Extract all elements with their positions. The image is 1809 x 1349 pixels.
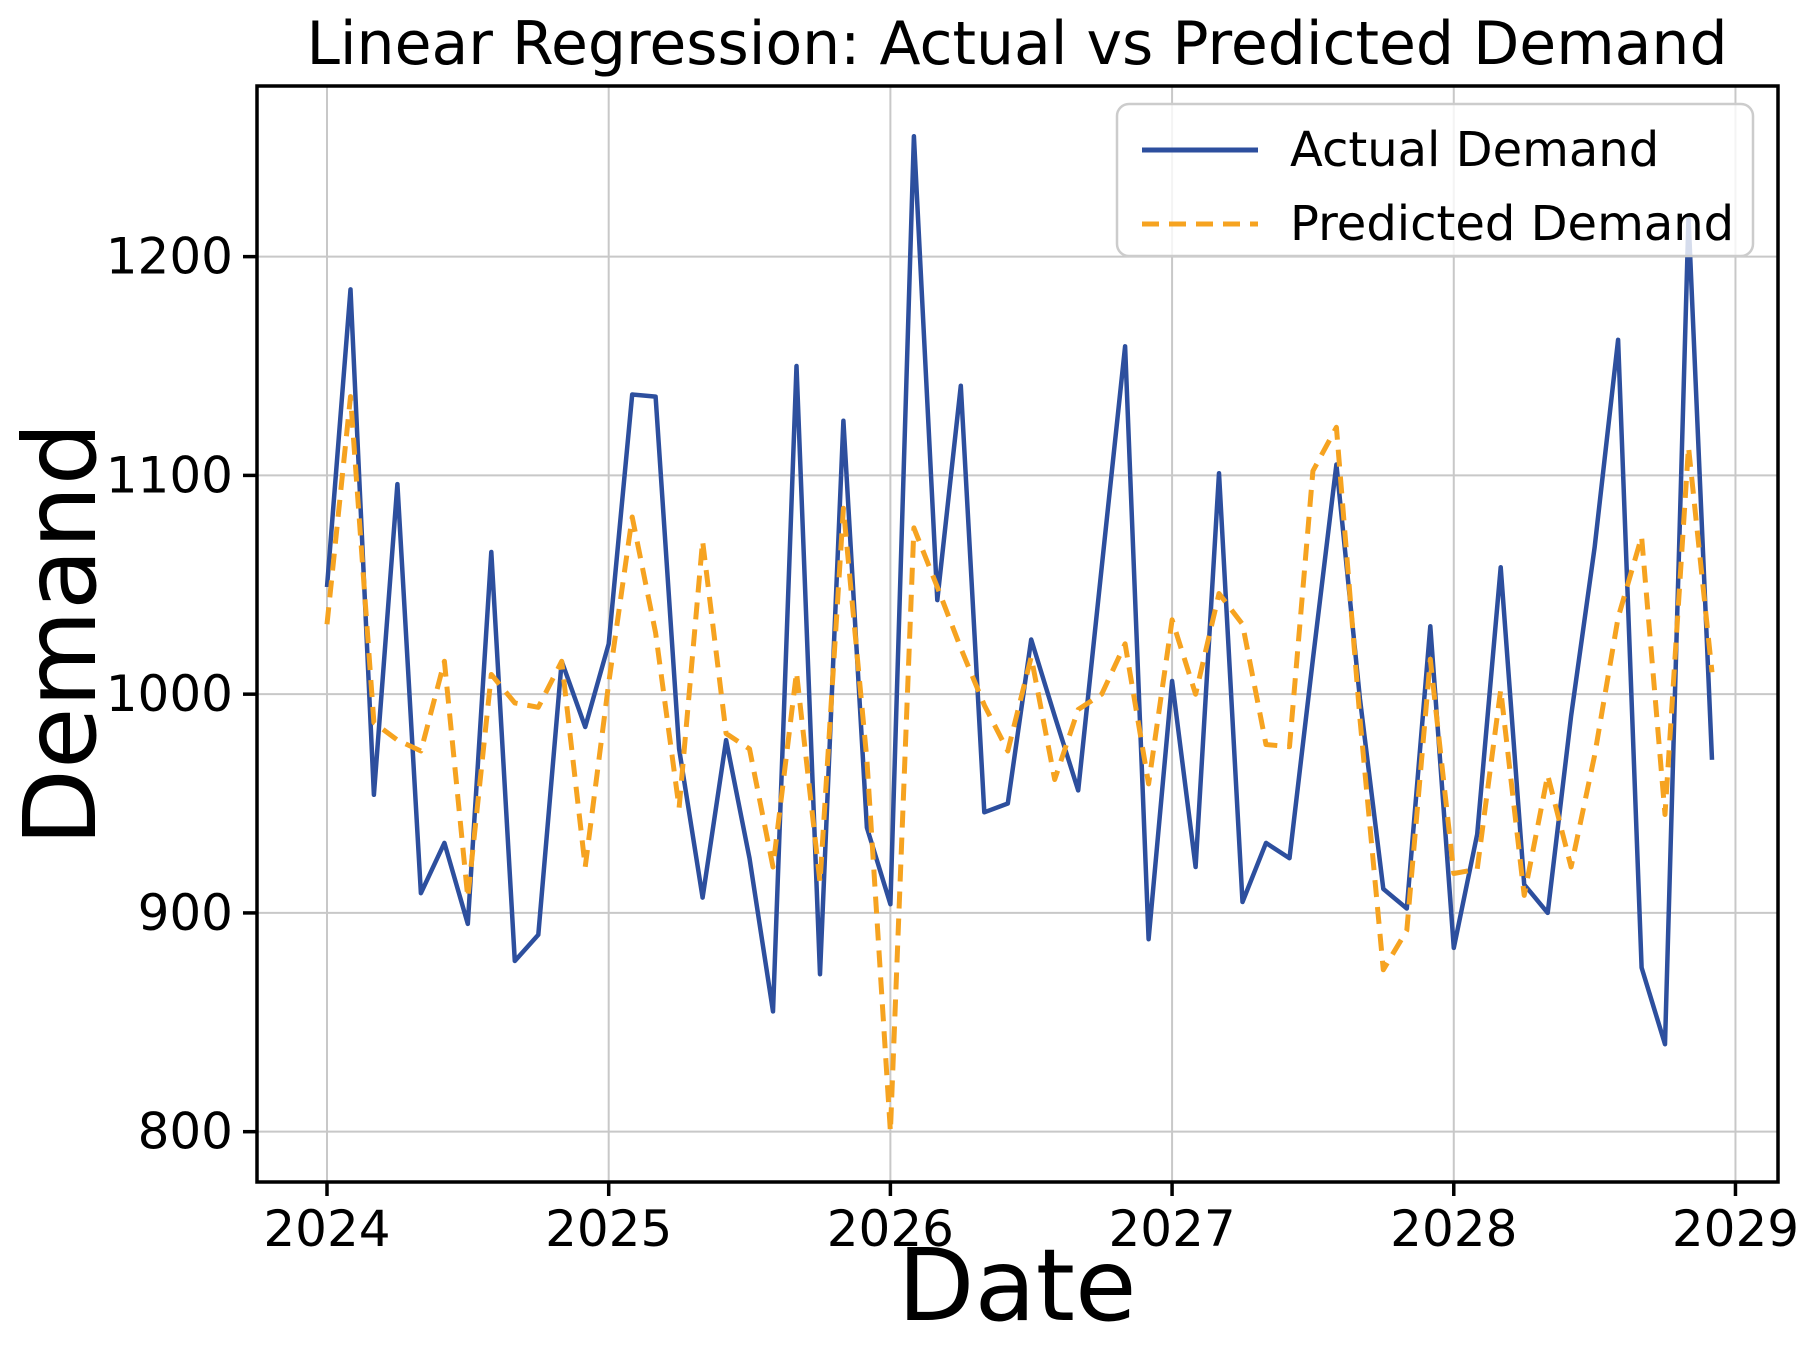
y-axis-label: Demand: [2, 422, 119, 846]
x-tick-label: 2026: [827, 1200, 954, 1258]
series-line-predicted-demand: [324, 394, 1715, 1135]
x-tick-label: 2027: [1108, 1200, 1235, 1258]
y-tick-label: 1000: [106, 665, 233, 723]
legend: Actual Demand Predicted Demand: [1115, 102, 1755, 258]
series: [324, 134, 1715, 1135]
series-line-actual-demand: [324, 134, 1715, 1047]
legend-label: Actual Demand: [1290, 122, 1659, 178]
y-tick-label: 900: [138, 884, 233, 942]
legend-label: Predicted Demand: [1290, 196, 1734, 252]
x-tick-label: 2028: [1390, 1200, 1517, 1258]
x-axis-label: Date: [897, 1227, 1136, 1344]
x-tick-label: 2025: [545, 1200, 672, 1258]
y-tick-label: 1100: [106, 446, 233, 504]
y-tick-label: 1200: [106, 228, 233, 286]
plot-border: [255, 84, 1780, 1184]
legend-box: [1115, 102, 1755, 258]
x-tick-label: 2024: [263, 1200, 390, 1258]
axes: 2024 2025 2026 2027 2028 2029 800 900 1000 1100 12…: [106, 84, 1799, 1258]
y-tick-label: 800: [138, 1103, 233, 1161]
chart-title: Linear Regression: Actual vs Predicted D…: [306, 9, 1727, 79]
grid: [257, 86, 1778, 1182]
x-tick-label: 2029: [1672, 1200, 1799, 1258]
